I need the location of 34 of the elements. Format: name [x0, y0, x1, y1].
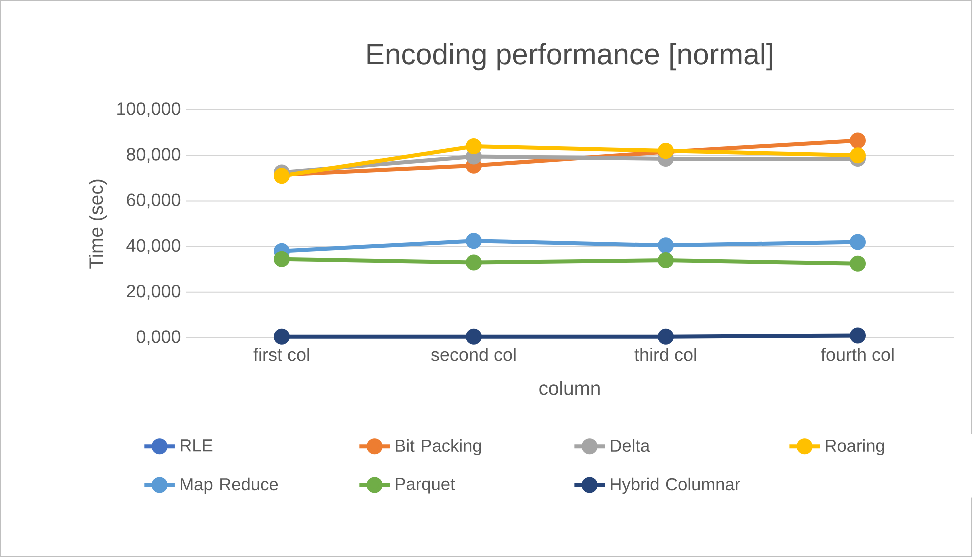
chart-title: Encoding performance [normal] — [368, 43, 772, 71]
legend-label: Roaring — [826, 439, 884, 456]
x-axis-title: column — [540, 381, 600, 396]
point — [850, 148, 866, 164]
y-tick-label: 0,000 — [136, 330, 181, 346]
point — [274, 328, 290, 345]
legend-label: Hybrid Columnar — [611, 478, 740, 494]
point — [658, 252, 674, 268]
y-tick-label: 40,000 — [126, 239, 181, 254]
point — [466, 233, 482, 250]
x-tick-label: fourth col — [821, 348, 894, 362]
point — [274, 251, 290, 268]
y-tick-label: 80,000 — [127, 148, 181, 164]
point — [466, 138, 482, 154]
x-tick-label: second col — [431, 348, 516, 362]
legend-label: Parquet — [396, 478, 456, 494]
point — [658, 328, 674, 345]
point — [850, 132, 866, 149]
legend-label: Bit Packing — [396, 439, 482, 456]
legend-label: Delta — [611, 439, 650, 452]
point — [850, 328, 866, 344]
legend-label: RLE — [181, 440, 213, 452]
point — [850, 256, 866, 272]
point — [466, 254, 482, 271]
legend-label: Map Reduce — [181, 478, 278, 494]
y-tick-label: 20,000 — [127, 284, 181, 300]
point — [850, 234, 866, 250]
point — [658, 238, 674, 254]
y-tick-label: 100,000 — [118, 102, 181, 118]
x-tick-label: first col — [254, 348, 310, 362]
x-tick-label: third col — [634, 348, 696, 362]
point — [466, 328, 482, 345]
y-tick-label: 60,000 — [127, 194, 181, 209]
y-axis-title: Time (sec) — [89, 180, 108, 269]
